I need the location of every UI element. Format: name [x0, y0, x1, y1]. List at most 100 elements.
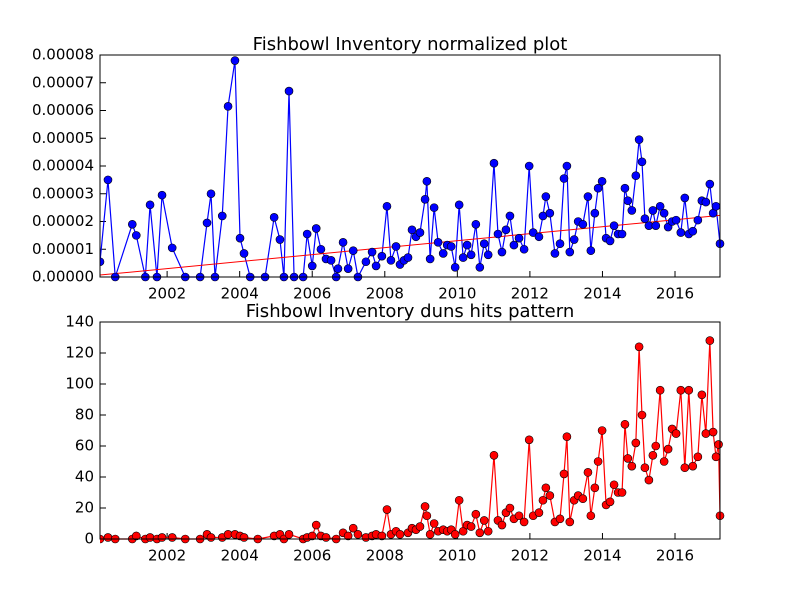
data-point — [651, 221, 661, 230]
data-point — [223, 102, 233, 111]
data-point — [497, 247, 507, 257]
data-point — [326, 256, 336, 265]
data-point — [471, 219, 481, 229]
data-point — [509, 240, 519, 250]
x-tick-label: 2012 — [511, 547, 549, 565]
data-point — [103, 175, 113, 185]
y-tick-label: 40 — [75, 468, 94, 486]
data-point — [284, 530, 294, 539]
chart-title: Fishbowl Inventory duns hits pattern — [246, 301, 574, 322]
data-point — [371, 261, 381, 271]
data-point — [131, 231, 141, 240]
data-point — [415, 228, 425, 237]
data-point — [275, 235, 285, 244]
data-point — [550, 249, 560, 258]
data-point — [555, 239, 565, 248]
x-tick-label: 2014 — [583, 285, 621, 303]
data-point — [433, 238, 443, 247]
data-point — [307, 531, 317, 541]
data-point — [648, 450, 658, 460]
data-point — [637, 157, 647, 167]
data-point — [711, 452, 721, 462]
data-point — [627, 206, 637, 215]
data-point — [348, 523, 358, 533]
data-point — [583, 468, 593, 477]
data-point — [640, 463, 650, 473]
y-tick-label: 0.00006 — [32, 101, 94, 119]
data-point — [407, 225, 417, 235]
x-tick-label: 2006 — [293, 285, 331, 303]
data-point — [167, 243, 177, 253]
data-point — [609, 221, 619, 230]
y-tick-label: 0.00004 — [32, 157, 94, 175]
data-point — [640, 214, 650, 224]
data-point — [688, 461, 698, 471]
data-point — [534, 232, 544, 242]
data-point — [429, 519, 439, 528]
data-point — [714, 440, 723, 449]
y-tick-label: 0.00005 — [32, 129, 94, 147]
data-point — [705, 179, 715, 189]
data-point — [454, 495, 464, 505]
data-point — [671, 429, 681, 438]
data-line — [100, 60, 721, 280]
data-point — [348, 246, 358, 255]
data-point — [701, 197, 711, 207]
data-point — [605, 497, 615, 507]
data-point — [697, 390, 707, 400]
data-point — [708, 427, 718, 437]
y-tick-label: 120 — [65, 344, 94, 362]
data-point — [100, 257, 105, 267]
data-point — [586, 246, 596, 255]
y-tick-label: 0.00007 — [32, 73, 94, 91]
data-point — [206, 533, 216, 542]
data-point — [450, 262, 460, 272]
data-point — [671, 215, 681, 225]
data-point — [420, 195, 430, 204]
data-point — [676, 228, 686, 237]
data-point — [659, 457, 669, 466]
data-point — [311, 520, 321, 530]
data-point — [617, 488, 627, 497]
data-point — [475, 262, 485, 272]
data-point — [415, 522, 425, 531]
data-point — [617, 229, 627, 239]
data-point — [131, 531, 141, 541]
data-point — [609, 480, 619, 490]
data-point — [239, 249, 249, 258]
data-point — [559, 174, 569, 183]
data-point — [597, 176, 607, 186]
data-point — [705, 336, 715, 345]
data-point — [493, 229, 503, 239]
x-tick-label: 2010 — [438, 285, 476, 303]
data-point — [519, 244, 529, 254]
data-point — [623, 454, 633, 463]
data-point — [489, 450, 499, 460]
data-point — [631, 438, 641, 448]
data-point — [593, 183, 603, 193]
data-point — [454, 200, 464, 210]
y-tick-label: 0.00000 — [32, 268, 94, 286]
data-point — [438, 249, 448, 258]
trend-line — [99, 214, 721, 276]
data-point — [562, 161, 572, 171]
data-point — [545, 208, 555, 218]
x-tick-label: 2004 — [221, 285, 259, 303]
data-point — [483, 250, 493, 260]
data-point — [466, 522, 476, 531]
data-point — [422, 511, 432, 521]
data-point — [269, 213, 279, 222]
data-point — [541, 192, 551, 201]
data-point — [693, 215, 703, 225]
data-point — [446, 242, 456, 251]
data-point — [395, 530, 405, 539]
data-point — [321, 533, 331, 542]
data-point — [217, 211, 227, 221]
data-point — [235, 233, 245, 243]
data-point — [386, 256, 396, 265]
data-point — [659, 208, 669, 218]
data-point — [569, 235, 579, 244]
data-point — [583, 192, 593, 201]
x-tick-label: 2008 — [366, 547, 404, 565]
